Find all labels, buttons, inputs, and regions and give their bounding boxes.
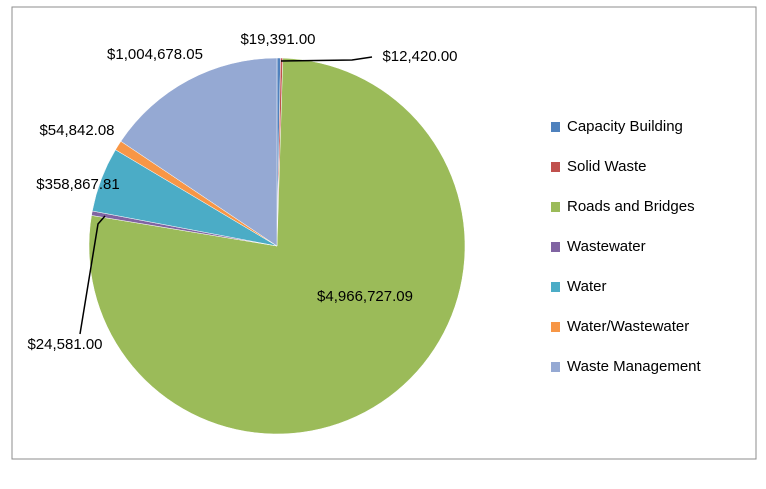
data-label: $54,842.08 — [39, 122, 114, 139]
data-label: $1,004,678.05 — [107, 46, 203, 63]
data-label: $4,966,727.09 — [317, 288, 413, 305]
legend-label: Wastewater — [567, 238, 646, 255]
legend-label: Solid Waste — [567, 158, 646, 175]
data-label: $358,867.81 — [36, 176, 119, 193]
legend-swatch — [551, 162, 560, 172]
legend-swatch — [551, 282, 560, 292]
legend-label: Water — [567, 278, 606, 295]
leader-line — [79, 215, 106, 335]
legend-label: Water/Wastewater — [567, 318, 689, 335]
legend-swatch — [551, 202, 560, 212]
legend-swatch — [551, 322, 560, 332]
leader-line — [280, 56, 373, 62]
data-label: $12,420.00 — [382, 48, 457, 65]
data-label: $19,391.00 — [240, 31, 315, 48]
legend-label: Roads and Bridges — [567, 198, 695, 215]
legend-label: Waste Management — [567, 358, 702, 375]
data-label: $24,581.00 — [27, 336, 102, 353]
legend-swatch — [551, 362, 560, 372]
legend-swatch — [551, 122, 560, 132]
pie-slice — [120, 57, 278, 247]
legend-swatch — [551, 242, 560, 252]
legend-label: Capacity Building — [567, 118, 683, 135]
